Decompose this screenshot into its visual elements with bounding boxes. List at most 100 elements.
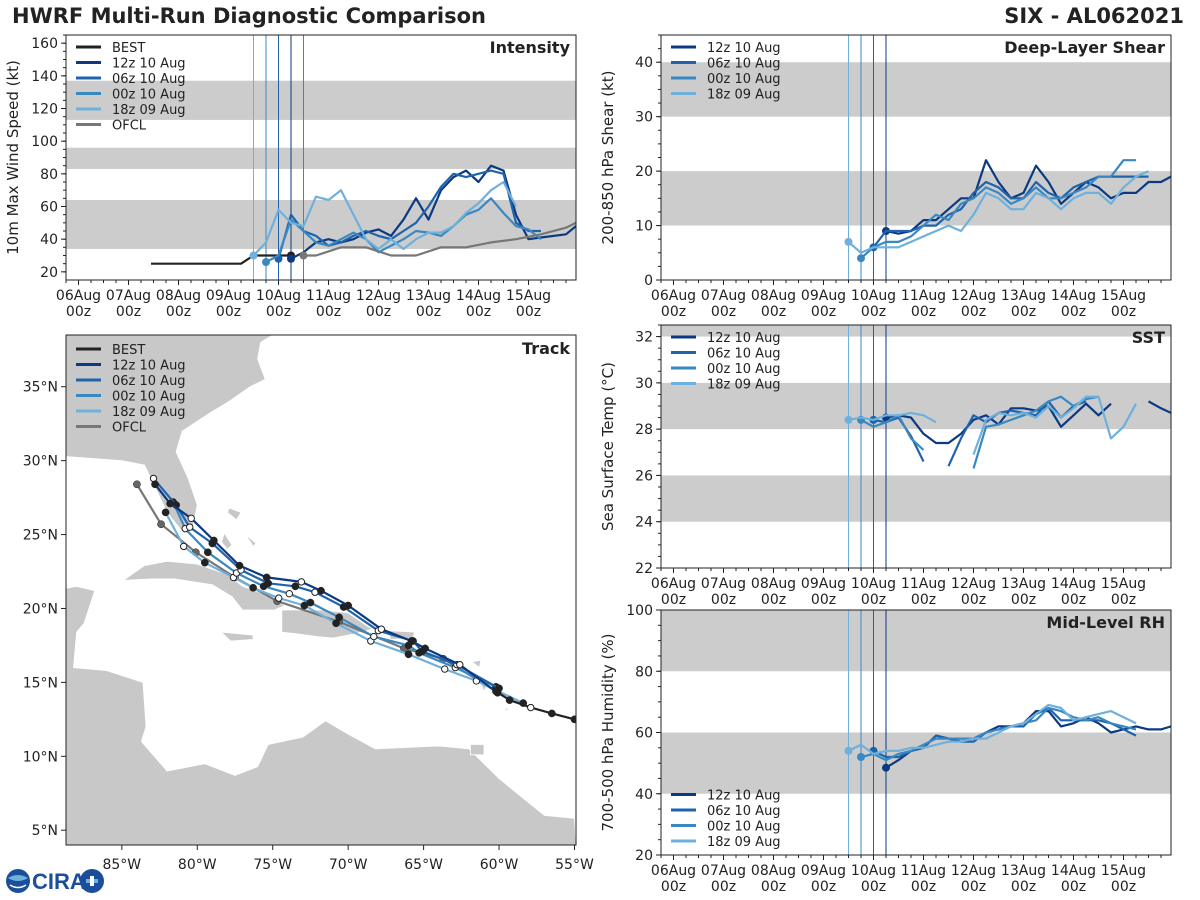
y-tick-label: 120: [31, 102, 58, 118]
panel-title: Deep-Layer Shear: [1004, 38, 1165, 57]
x-tick-label-hour: 00z: [366, 304, 391, 320]
x-tick-label-hour: 00z: [761, 304, 786, 320]
x-tick-label: 07Aug: [701, 576, 746, 592]
x-tick-label-hour: 00z: [1011, 592, 1036, 608]
track-point: [441, 665, 449, 673]
x-tick-label-hour: 00z: [116, 304, 141, 320]
x-tick-label: 10Aug: [851, 576, 896, 592]
shade-band: [66, 80, 576, 120]
legend-label: 00z 10 Aug: [112, 88, 186, 103]
track-point: [505, 696, 514, 704]
init-marker: [249, 251, 258, 260]
y-tick-label: 60: [40, 200, 58, 216]
y-tick-label: 22: [635, 561, 653, 577]
track-point: [527, 703, 535, 712]
track-point: [570, 715, 576, 724]
track-point: [291, 582, 300, 591]
legend-label: 12z 10 Aug: [112, 57, 186, 72]
y-tick-label: 80: [40, 167, 58, 183]
x-tick-label-hour: 00z: [711, 304, 736, 320]
y-axis-label: 700-500 hPa Humidity (%): [599, 633, 617, 831]
legend-label: 12z 10 Aug: [707, 789, 781, 804]
series-line: [860, 706, 1137, 762]
init-marker: [844, 237, 853, 246]
x-tick-label-hour: 00z: [1111, 304, 1136, 320]
track-point: [404, 650, 413, 659]
x-tick-label-hour: 00z: [811, 592, 836, 608]
rh-panel: 2040608010006Aug00z07Aug00z08Aug00z09Aug…: [599, 603, 1172, 895]
y-tick-label: 30: [635, 376, 653, 392]
series-group: [844, 395, 1171, 469]
x-tick-label-hour: 00z: [466, 304, 491, 320]
track-lines: [133, 474, 576, 724]
y-tick-label: 40: [40, 232, 58, 248]
x-tick-label: 08Aug: [751, 576, 796, 592]
track-point: [421, 644, 429, 653]
x-tick-label: 14Aug: [1051, 863, 1096, 879]
panel-title: Intensity: [490, 38, 571, 57]
track-point: [377, 625, 386, 633]
x-tick-label-hour: 00z: [661, 879, 686, 895]
legend-label: BEST: [112, 343, 145, 358]
y-axis-label: Sea Surface Temp (°C): [599, 362, 617, 531]
legend-label: 18z 09 Aug: [707, 378, 781, 393]
legend-label: 06z 10 Aug: [707, 57, 781, 72]
x-tick-label-hour: 00z: [911, 304, 936, 320]
track-panel: 85°W 80°W 75°W 70°W 65°W 60°W 55°W 5°N 10°N 15°N 2…: [23, 334, 594, 873]
land-mass: [66, 335, 274, 533]
x-tick-label: 14Aug: [1051, 288, 1096, 304]
legend-label: 06z 10 Aug: [112, 374, 186, 389]
shear-panel: 01020304006Aug00z07Aug00z08Aug00z09Aug00…: [599, 34, 1172, 320]
track-point: [151, 480, 159, 489]
shade-band: [661, 732, 1171, 794]
series-line: [885, 159, 1171, 235]
x-tick-label: 10Aug: [851, 288, 896, 304]
track-point: [166, 499, 174, 508]
x-tick-label: 06Aug: [651, 576, 696, 592]
track-point: [187, 514, 195, 523]
x-tick-label: 10Aug: [851, 863, 896, 879]
x-tick-label: 12Aug: [356, 288, 401, 304]
legend-label: 12z 10 Aug: [707, 41, 781, 56]
x-tick-label-hour: 00z: [861, 879, 886, 895]
x-tick-label-hour: 00z: [1061, 304, 1086, 320]
x-tick-label-hour: 00z: [961, 592, 986, 608]
track-point: [186, 523, 194, 531]
legend-label: OFCL: [112, 421, 147, 436]
track-point: [249, 583, 257, 592]
track-point: [161, 508, 170, 517]
series-line: [277, 169, 541, 260]
x-tick-label: 10Aug: [256, 288, 301, 304]
legend-label: 06z 10 Aug: [707, 804, 781, 819]
x-tick-label-hour: 00z: [1111, 879, 1136, 895]
track-point: [275, 594, 283, 602]
series-line: [252, 180, 517, 257]
land-mass: [504, 706, 509, 714]
plot-frame: [660, 324, 1172, 569]
satellite-icon: [80, 869, 104, 893]
y-tick-label: 10°N: [23, 749, 58, 765]
init-marker: [262, 258, 270, 267]
init-marker: [287, 254, 295, 263]
y-tick-label: 0: [644, 273, 653, 289]
x-tick-label: 14Aug: [1051, 576, 1096, 592]
y-tick-label: 26: [635, 468, 653, 484]
series-group: [844, 159, 1171, 263]
shade-band: [661, 171, 1171, 226]
land-mass: [121, 560, 286, 611]
shade-band: [661, 325, 1171, 337]
x-tick-label: 09Aug: [206, 288, 251, 304]
track-point: [335, 613, 343, 622]
x-tick-label-hour: 00z: [661, 304, 686, 320]
y-tick-label: 10: [635, 219, 653, 235]
x-tick-label: 15Aug: [1101, 576, 1146, 592]
track-point: [297, 578, 306, 586]
x-tick-label: 14Aug: [456, 288, 501, 304]
x-tick-label: 06Aug: [56, 288, 101, 304]
x-tick-label-hour: 00z: [761, 592, 786, 608]
x-tick-label: 75°W: [253, 857, 292, 873]
x-tick-label: 06Aug: [651, 288, 696, 304]
series-line: [151, 254, 291, 265]
track-point: [133, 480, 141, 489]
